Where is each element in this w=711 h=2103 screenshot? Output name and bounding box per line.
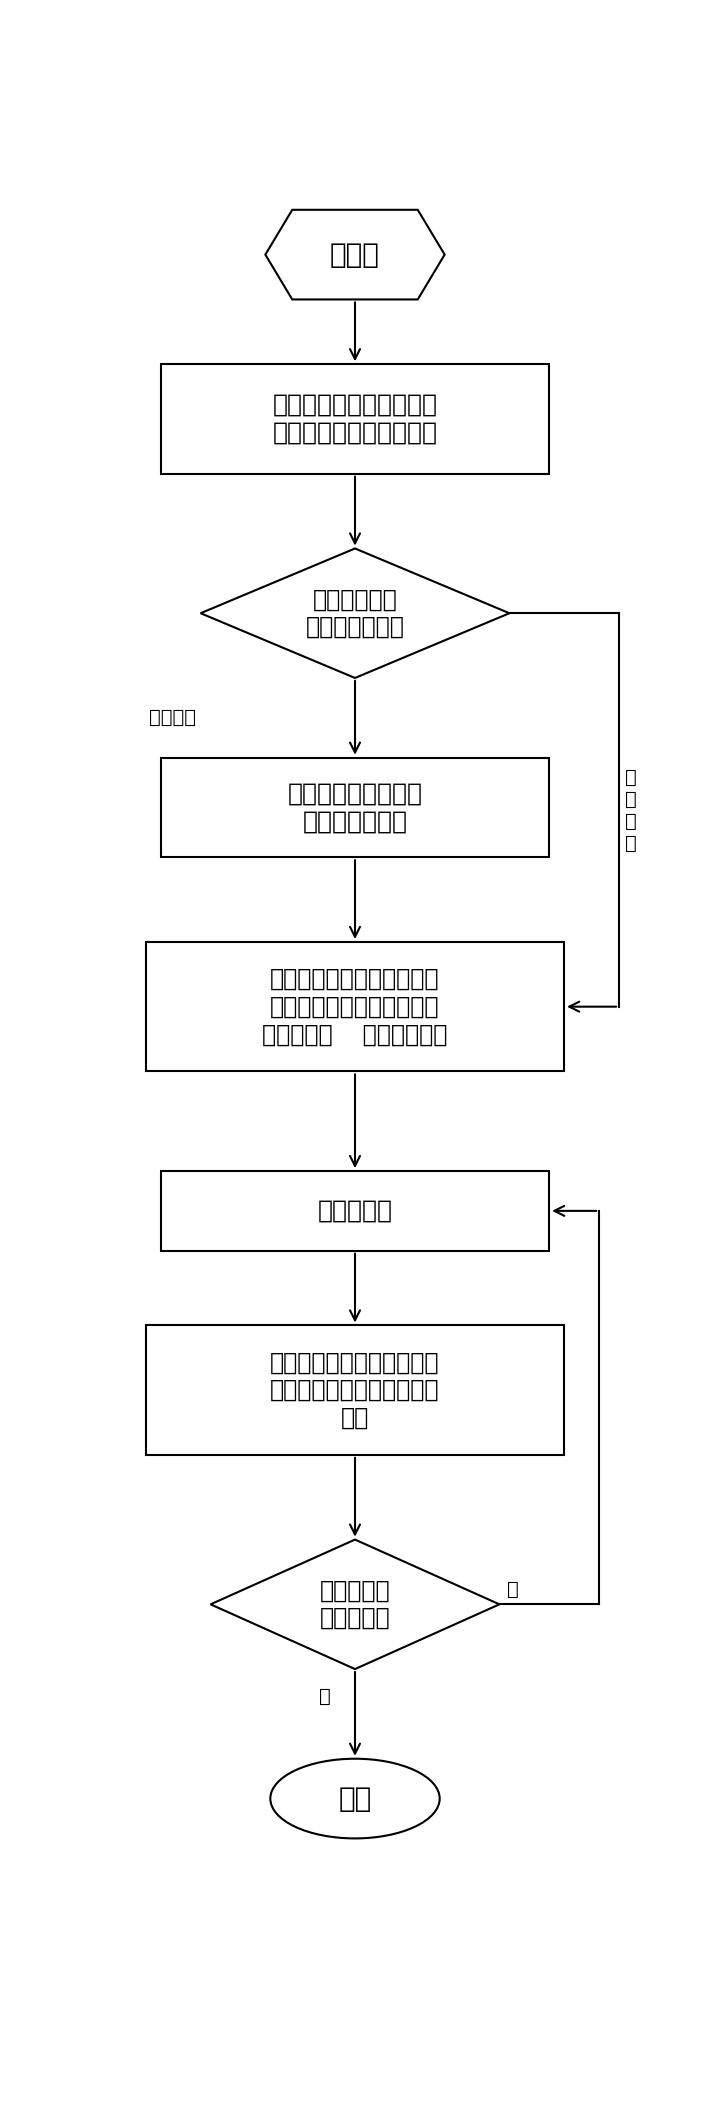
Text: 确定每个子载波对应
的转发中继集合: 确定每个子载波对应 的转发中继集合 [287,782,422,833]
Text: 结束: 结束 [338,1785,372,1813]
Text: 更新功率解: 更新功率解 [318,1199,392,1222]
Bar [146,942,565,1070]
Text: 直
接
传
输: 直 接 传 输 [625,768,637,852]
Bar [161,364,549,473]
Bar [161,1171,549,1251]
Text: 确定每个子载
波对的传输方式: 确定每个子载 波对的传输方式 [306,587,405,639]
Bar [161,757,549,858]
Text: 建立改进型解码转发中继
通信系统的资源分配模型: 建立改进型解码转发中继 通信系统的资源分配模型 [272,393,437,446]
Text: 初始化: 初始化 [330,240,380,269]
Text: 否: 否 [508,1579,519,1598]
Bar [146,1325,565,1455]
Text: 是: 是 [319,1687,331,1706]
Text: 是否满足迭
代终止条件: 是否满足迭 代终止条件 [320,1579,390,1630]
Text: 建立改进型解码转发中继通
信系统的资源分配模型的拉
格朗日函数    ，得到功率解: 建立改进型解码转发中继通 信系统的资源分配模型的拉 格朗日函数 ，得到功率解 [262,967,448,1047]
Text: 中继传输: 中继传输 [149,709,196,728]
Text: 计算每个子载波对相应的传
输速率贡献值，得到子载波
配对: 计算每个子载波对相应的传 输速率贡献值，得到子载波 配对 [270,1350,439,1430]
